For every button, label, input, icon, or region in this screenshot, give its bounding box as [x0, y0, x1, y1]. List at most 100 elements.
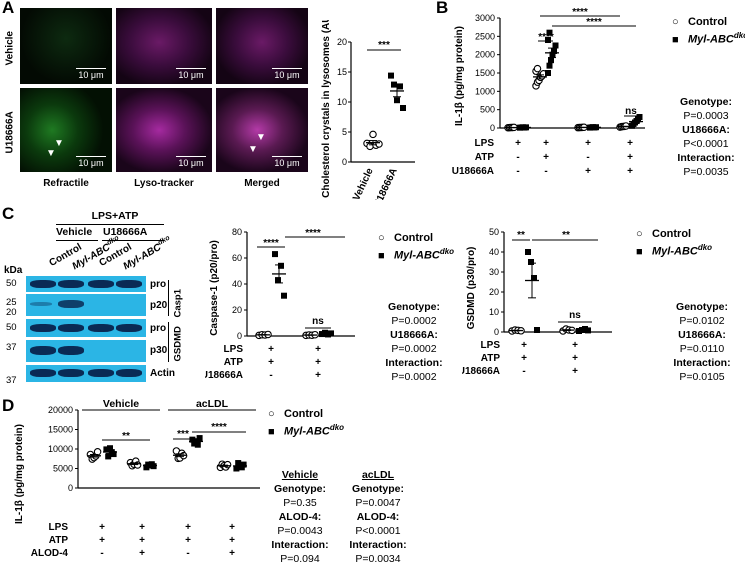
data-point-mylabc	[388, 72, 394, 79]
y-tick: 10000	[48, 444, 73, 454]
significance-label: ***	[177, 429, 189, 440]
kda-marker: 50	[6, 278, 17, 289]
x-tick-label: U18666A	[372, 167, 400, 200]
significance-label: ****	[263, 238, 279, 249]
group-label-vehicle: Vehicle	[56, 226, 93, 238]
condition-value: +	[99, 522, 105, 533]
kda-marker: 37	[6, 342, 17, 353]
y-tick: 10	[337, 97, 347, 107]
panel-label-d: D	[2, 396, 15, 415]
stats-d-acldl: acLDL Genotype: P=0.0047 ALOD-4: P<0.0001 …	[349, 469, 407, 565]
col-label-lysotracker: Lyso-tracker	[134, 178, 194, 189]
condition-value: +	[315, 370, 321, 381]
y-ticks: 0 5 10 15 20	[337, 37, 351, 167]
band-label: Actin	[150, 368, 175, 379]
y-tick: 15	[337, 67, 347, 77]
data-point-control	[93, 447, 102, 456]
condition-value: -	[586, 152, 589, 163]
data-point-mylabc	[400, 105, 406, 111]
significance-label: ****	[305, 228, 321, 239]
data-point-mylabc	[545, 70, 551, 76]
condition-label: LPS	[475, 138, 495, 149]
data-point-mylabc	[545, 37, 551, 43]
condition-value: +	[139, 535, 145, 546]
condition-value: -	[269, 370, 272, 381]
stats-d-vehicle: Vehicle Genotype: P=0.35 ALOD-4: P=0.0043 …	[271, 469, 329, 565]
chart-b: IL-1β (pg/mg protein) 0 500 1000 1500 2000 25…	[452, 8, 645, 177]
y-tick: 500	[480, 105, 495, 115]
data-point-control	[375, 140, 383, 148]
data-point-mylabc	[548, 57, 554, 64]
y-tick: 20	[337, 37, 347, 47]
data-point-mylabc	[233, 465, 240, 472]
y-axis-label: GSDMD (p30/pro)	[466, 247, 477, 330]
data-point-mylabc	[552, 42, 559, 49]
y-tick: 0	[237, 331, 242, 341]
significance-label: **	[122, 431, 130, 442]
condition-value: +	[627, 152, 633, 163]
y-tick: 15000	[48, 425, 73, 435]
data-point-mylabc	[105, 453, 112, 460]
y-tick: 1500	[475, 68, 495, 78]
y-tick: 20000	[48, 405, 73, 415]
micrograph-vehicle-merged: 10 μm	[216, 8, 308, 84]
data-point-mylabc	[110, 451, 117, 458]
condition-value: +	[521, 340, 527, 351]
open-circle-icon: ○	[672, 16, 679, 28]
condition-value: +	[627, 166, 633, 177]
y-tick: 2000	[475, 50, 495, 60]
condition-value: +	[268, 344, 274, 355]
condition-value: +	[585, 138, 591, 149]
data-point-mylabc	[546, 62, 553, 69]
y-tick: 0	[68, 483, 73, 493]
legend-b: ○Control ■Myl-ABCdko	[672, 16, 745, 46]
micrograph-u18666a-merged: ▼ ▼ 10 μm	[216, 88, 308, 172]
condition-value: +	[521, 353, 527, 364]
condition-value: +	[627, 138, 633, 149]
condition-value: +	[229, 522, 235, 533]
y-tick: 60	[232, 253, 242, 263]
condition-label: ATP	[224, 357, 244, 368]
filled-square-icon: ■	[268, 425, 275, 438]
kda-marker: 50	[6, 322, 17, 333]
condition-value: +	[268, 357, 274, 368]
condition-value: +	[585, 166, 591, 177]
condition-value: -	[516, 152, 519, 163]
y-axis-label: IL-1β (pg/mg protein)	[14, 424, 25, 524]
y-tick: 5000	[53, 464, 73, 474]
significance-label: ****	[572, 8, 588, 18]
y-tick: 80	[232, 227, 242, 237]
stats-b: Genotype: P=0.0003 U18666A: P<0.0001 Inter…	[677, 96, 735, 178]
condition-label: U18666A	[205, 370, 243, 381]
micrograph-u18666a-refractile: ▼ ▼ 10 μm	[20, 88, 112, 172]
y-tick: 10	[489, 307, 499, 317]
condition-value: -	[100, 548, 103, 558]
y-tick: 0	[494, 327, 499, 337]
arrowhead-icon: ▼	[256, 132, 266, 143]
y-tick: 1000	[475, 86, 495, 96]
y-tick: 20	[489, 287, 499, 297]
data-point-control	[533, 64, 542, 73]
data-point-mylabc	[281, 292, 287, 299]
y-tick: 5	[342, 127, 347, 137]
significance-label: ****	[538, 32, 554, 43]
data-point-control	[366, 142, 374, 151]
open-circle-icon: ○	[268, 408, 275, 420]
y-tick: 40	[232, 279, 242, 289]
filled-square-icon: ■	[636, 245, 643, 258]
data-point-mylabc	[235, 460, 242, 467]
stats-c-gsdmd: Genotype: P=0.0102 U18666A: P=0.0110 Inter…	[673, 301, 731, 383]
kda-label: kDa	[4, 265, 23, 276]
chart-a: Cholesterol crystals in lysosomes (AU) 0…	[321, 20, 415, 200]
col-label-refractile: Refractile	[43, 178, 89, 189]
y-tick: 0	[342, 157, 347, 167]
filled-square-icon: ■	[672, 33, 679, 46]
condition-label: LPS	[49, 522, 69, 533]
condition-value: +	[185, 535, 191, 546]
kda-marker: 25	[6, 297, 17, 308]
significance-label: ns	[625, 106, 637, 117]
condition-value: +	[315, 357, 321, 368]
arrowhead-icon: ▼	[46, 148, 56, 159]
condition-label: ALOD-4	[31, 548, 69, 558]
data-point-mylabc	[397, 83, 403, 90]
